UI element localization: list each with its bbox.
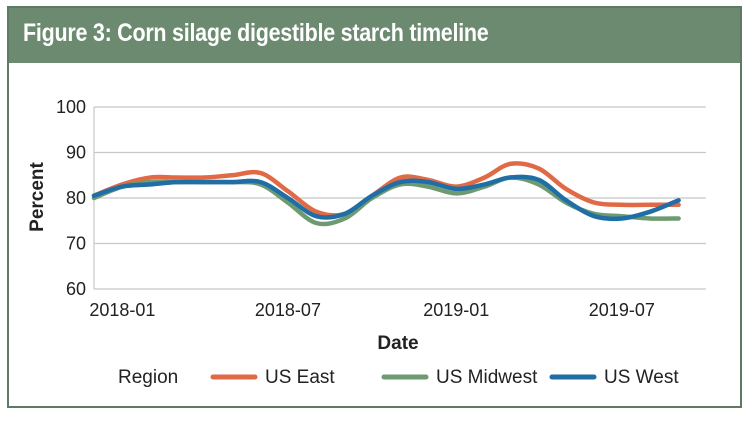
figure-frame: Figure 3: Corn silage digestible starch … bbox=[7, 6, 742, 408]
grid-lines bbox=[93, 106, 706, 290]
x-tick-labels: 2018-01 2018-07 2019-01 2019-07 bbox=[89, 300, 655, 320]
legend-title: Region bbox=[118, 367, 178, 388]
x-axis-title: Date bbox=[377, 333, 418, 354]
x-tick-label: 2019-01 bbox=[423, 300, 489, 320]
legend-label-us-midwest: US Midwest bbox=[436, 367, 538, 388]
x-tick-label: 2019-07 bbox=[589, 300, 655, 320]
legend: Region US East US Midwest US West bbox=[118, 367, 679, 388]
x-tick-label: 2018-01 bbox=[89, 300, 155, 320]
figure-header: Figure 3: Corn silage digestible starch … bbox=[9, 8, 740, 63]
legend-label-us-east: US East bbox=[265, 367, 335, 388]
y-tick-label: 60 bbox=[66, 279, 86, 299]
series-line-us-west bbox=[91, 174, 681, 222]
y-tick-label: 90 bbox=[66, 143, 86, 163]
y-axis-title: Percent bbox=[27, 161, 48, 231]
y-tick-labels: 60 70 80 90 100 bbox=[56, 97, 86, 299]
legend-label-us-west: US West bbox=[604, 367, 679, 388]
series-lines bbox=[91, 161, 681, 227]
y-tick-label: 100 bbox=[56, 97, 86, 117]
figure-title: Figure 3: Corn silage digestible starch … bbox=[23, 19, 489, 47]
y-tick-label: 70 bbox=[66, 234, 86, 254]
x-tick-label: 2018-07 bbox=[255, 300, 321, 320]
y-tick-label: 80 bbox=[66, 188, 86, 208]
